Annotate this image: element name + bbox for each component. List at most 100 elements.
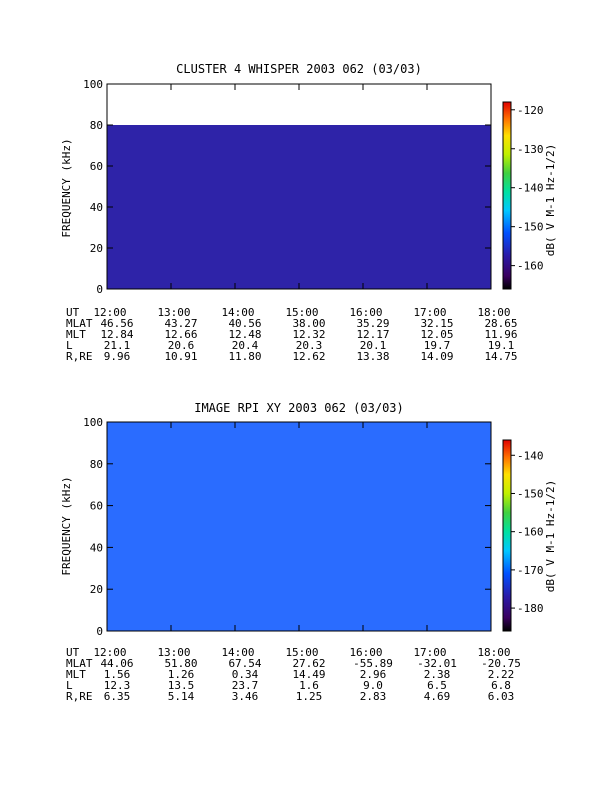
ephemeris-table: UT 12:00 13:00 14:00 15:00 16:00 17:00 18:00 MLA… bbox=[66, 306, 518, 363]
ephemeris-value: 12.48 bbox=[228, 328, 261, 341]
ephemeris-value: 19.1 bbox=[488, 339, 515, 352]
y-tick-label: 60 bbox=[90, 500, 103, 513]
y-tick-label: 80 bbox=[90, 119, 103, 132]
y-tick-label: 40 bbox=[90, 541, 103, 554]
ephemeris-value: 2.83 bbox=[360, 690, 387, 703]
y-tick-label: 80 bbox=[90, 458, 103, 471]
ephemeris-value: 12.3 bbox=[104, 679, 131, 692]
ephemeris-value: 1.25 bbox=[296, 690, 323, 703]
ephemeris-value: 1.6 bbox=[299, 679, 319, 692]
spectrogram-background bbox=[107, 125, 491, 289]
ephemeris-value: 20.4 bbox=[232, 339, 259, 352]
panel-2: IMAGE RPI XY 2003 062 (03/03) 0 20 40 60 80 1… bbox=[60, 401, 557, 703]
y-tick-label: 100 bbox=[83, 78, 103, 91]
ephemeris-value: 20.3 bbox=[296, 339, 323, 352]
colorbar-tick-label: -160 bbox=[517, 260, 544, 273]
colorbar-label: dB( V M-1 Hz-1/2) bbox=[544, 480, 557, 593]
ephemeris-value: 18:00 bbox=[477, 306, 510, 319]
ephemeris-value: 12.05 bbox=[420, 328, 453, 341]
axes: 0 20 40 60 80 100 bbox=[83, 416, 492, 638]
ephemeris-value: 16:00 bbox=[349, 306, 382, 319]
ephemeris-value: 6.5 bbox=[427, 679, 447, 692]
spectrogram-background bbox=[107, 422, 491, 631]
ephemeris-value: 13.5 bbox=[168, 679, 195, 692]
panel-1: CLUSTER 4 WHISPER 2003 062 (03/03) 0 20 40… bbox=[60, 62, 557, 363]
colorbar-label: dB( V M-1 Hz-1/2) bbox=[544, 144, 557, 257]
ephemeris-value: 12:00 bbox=[93, 306, 126, 319]
ephemeris-value: 38.00 bbox=[292, 317, 325, 330]
colorbar-tick-label: -150 bbox=[517, 221, 544, 234]
ephemeris-value: 44.06 bbox=[100, 657, 133, 670]
y-tick-label: 60 bbox=[90, 160, 103, 173]
ephemeris-row-label: MLT bbox=[66, 328, 86, 341]
y-axis-label: FREQUENCY (kHz) bbox=[60, 138, 73, 237]
ephemeris-value: 21.1 bbox=[104, 339, 131, 352]
ephemeris-value: 14.49 bbox=[292, 668, 325, 681]
ephemeris-value: 28.65 bbox=[484, 317, 517, 330]
y-tick-label: 0 bbox=[96, 625, 103, 638]
ephemeris-value: 0.34 bbox=[232, 668, 259, 681]
colorbar-scale bbox=[502, 101, 512, 290]
ephemeris-value: 17:00 bbox=[413, 646, 446, 659]
ephemeris-value: 40.56 bbox=[228, 317, 261, 330]
ephemeris-value: 2.38 bbox=[424, 668, 451, 681]
ephemeris-value: 15:00 bbox=[285, 646, 318, 659]
ephemeris-value: 67.54 bbox=[228, 657, 261, 670]
ephemeris-value: 14.75 bbox=[484, 350, 517, 363]
colorbar-tick-label: -160 bbox=[517, 526, 544, 539]
ephemeris-value: 9.96 bbox=[104, 350, 131, 363]
ephemeris-value: 11.96 bbox=[484, 328, 517, 341]
ephemeris-value: 27.62 bbox=[292, 657, 325, 670]
ephemeris-value: 6.03 bbox=[488, 690, 515, 703]
colorbar-tick-label: -140 bbox=[517, 449, 544, 462]
colorbar-tick-label: -170 bbox=[517, 564, 544, 577]
ephemeris-value: 43.27 bbox=[164, 317, 197, 330]
ephemeris-value: 20.1 bbox=[360, 339, 387, 352]
y-tick-label: 40 bbox=[90, 201, 103, 214]
ephemeris-value: 6.8 bbox=[491, 679, 511, 692]
colorbar: -140 -150 -160 -170 -180 bbox=[502, 439, 544, 632]
ephemeris-value: -32.01 bbox=[417, 657, 457, 670]
ephemeris-value: 2.96 bbox=[360, 668, 387, 681]
ephemeris-value: 11.80 bbox=[228, 350, 261, 363]
ephemeris-value: 12:00 bbox=[93, 646, 126, 659]
ephemeris-row-label: MLAT bbox=[66, 317, 93, 330]
y-axis-label: FREQUENCY (kHz) bbox=[60, 476, 73, 575]
y-tick-label: 20 bbox=[90, 583, 103, 596]
ephemeris-value: 12.84 bbox=[100, 328, 133, 341]
colorbar: -120 -130 -140 -150 -160 bbox=[502, 101, 544, 290]
ephemeris-value: 9.0 bbox=[363, 679, 383, 692]
ephemeris-row-label: UT bbox=[66, 306, 80, 319]
spectrogram-area bbox=[107, 125, 491, 289]
axes: 0 20 40 60 80 100 bbox=[83, 78, 492, 296]
ephemeris-value: 5.14 bbox=[168, 690, 195, 703]
ephemeris-row-label: R,RE bbox=[66, 690, 93, 703]
y-tick-label: 20 bbox=[90, 242, 103, 255]
ephemeris-value: 14:00 bbox=[221, 646, 254, 659]
ephemeris-value: 12.62 bbox=[292, 350, 325, 363]
ephemeris-value: 15:00 bbox=[285, 306, 318, 319]
ephemeris-value: -20.75 bbox=[481, 657, 521, 670]
ephemeris-table: UT 12:00 13:00 14:00 15:00 16:00 17:00 18:00 MLA… bbox=[66, 646, 521, 703]
ephemeris-value: 12.32 bbox=[292, 328, 325, 341]
chart-title: IMAGE RPI XY 2003 062 (03/03) bbox=[194, 401, 404, 415]
ephemeris-value: 6.35 bbox=[104, 690, 131, 703]
ephemeris-value: 23.7 bbox=[232, 679, 259, 692]
ephemeris-value: 3.46 bbox=[232, 690, 259, 703]
spectrogram-area bbox=[107, 422, 491, 631]
y-tick-label: 0 bbox=[96, 283, 103, 296]
y-tick-label: 100 bbox=[83, 416, 103, 429]
ephemeris-value: 14.09 bbox=[420, 350, 453, 363]
ephemeris-row-label: L bbox=[66, 339, 73, 352]
ephemeris-value: -55.89 bbox=[353, 657, 393, 670]
ephemeris-value: 32.15 bbox=[420, 317, 453, 330]
colorbar-tick-label: -150 bbox=[517, 487, 544, 500]
ephemeris-value: 1.26 bbox=[168, 668, 195, 681]
ephemeris-value: 20.6 bbox=[168, 339, 195, 352]
ephemeris-row-label: L bbox=[66, 679, 73, 692]
ephemeris-value: 13.38 bbox=[356, 350, 389, 363]
chart-title: CLUSTER 4 WHISPER 2003 062 (03/03) bbox=[176, 62, 422, 76]
ephemeris-value: 46.56 bbox=[100, 317, 133, 330]
colorbar-scale bbox=[502, 439, 512, 632]
